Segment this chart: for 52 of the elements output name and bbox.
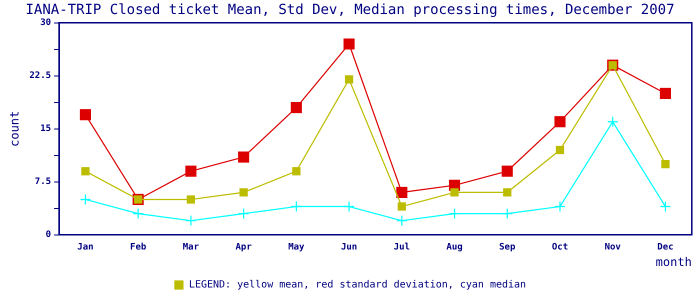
point (185, 166, 196, 177)
point (344, 38, 355, 50)
x-tick-label: Aug (446, 242, 463, 253)
x-tick-label: May (288, 242, 306, 253)
x-tick-label: Jun (340, 242, 358, 253)
point (343, 200, 355, 212)
point (503, 188, 512, 197)
x-tick-label: Jan (77, 242, 94, 253)
point (448, 208, 460, 220)
point (398, 202, 406, 211)
point (660, 200, 672, 212)
point (186, 195, 196, 204)
point (80, 194, 92, 206)
point (554, 116, 566, 128)
x-tick-label: Nov (604, 242, 622, 253)
point (132, 208, 144, 220)
y-tick-label: 7.5 (34, 177, 52, 188)
y-axis-title: count (7, 110, 22, 147)
point (344, 75, 354, 84)
point (661, 160, 670, 168)
point (239, 188, 248, 197)
point (450, 188, 459, 197)
point (396, 215, 408, 226)
point (502, 166, 513, 177)
point (238, 152, 250, 163)
y-tick-label: 30 (40, 18, 52, 28)
point (290, 200, 302, 212)
point (660, 88, 671, 100)
y-tick-label: 22.5 (29, 71, 52, 82)
x-axis-title: month (656, 254, 692, 269)
point (185, 215, 196, 226)
point (238, 208, 250, 220)
point (502, 208, 513, 220)
point (290, 102, 302, 114)
x-tick-label: Apr (235, 242, 252, 253)
x-tick-label: Jul (394, 242, 410, 253)
point (554, 200, 566, 212)
x-tick-label: Oct (552, 242, 568, 253)
x-tick-label: Feb (130, 242, 147, 253)
point (556, 146, 564, 154)
point (292, 167, 300, 176)
legend-label: LEGEND: yellow mean, red standard deviation, cyan median (188, 280, 526, 291)
y-tick-label: 0 (46, 230, 52, 240)
y-tick-label: 15 (40, 124, 52, 134)
x-tick-label: Dec (657, 242, 674, 253)
x-tick-label: Sep (499, 242, 516, 253)
point (80, 109, 91, 120)
point (607, 116, 618, 128)
point (396, 186, 408, 198)
point (81, 167, 90, 176)
chart-title: IANA-TRIP Closed ticket Mean, Std Dev, Median processing times, December 2007 (25, 2, 675, 18)
x-tick-label: Mar (182, 242, 200, 253)
